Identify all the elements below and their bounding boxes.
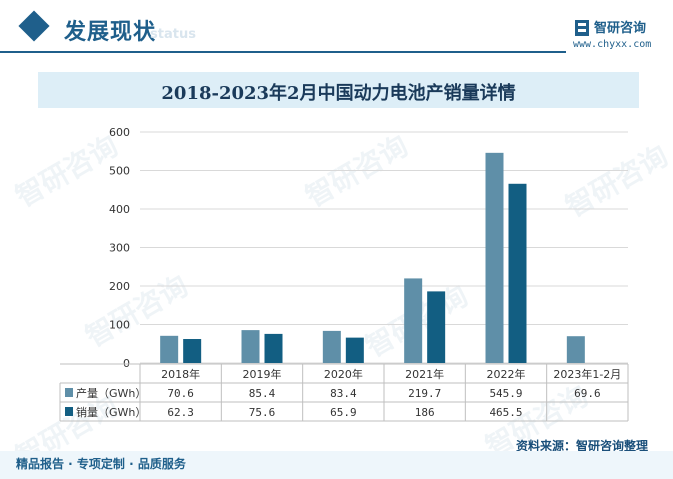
y-tick-label: 200 xyxy=(109,280,130,293)
bar-sales xyxy=(508,183,527,363)
bar-sales xyxy=(183,339,202,363)
data-label: 83.4 xyxy=(330,387,357,400)
x-tick-label: 2018年 xyxy=(161,367,200,381)
bar-production xyxy=(241,330,260,363)
bar-sales xyxy=(345,337,364,363)
logo-icon xyxy=(575,20,589,36)
data-label: 545.9 xyxy=(489,387,522,400)
logo-url: www.chyxx.com xyxy=(573,39,652,50)
x-tick-label: 2023年1-2月 xyxy=(553,367,621,381)
x-tick-label: 2021年 xyxy=(405,367,444,381)
chart-title-band xyxy=(38,72,639,108)
bar-production xyxy=(404,278,423,363)
data-label: 62.3 xyxy=(167,406,194,419)
data-label: 219.7 xyxy=(408,387,441,400)
bar-sales xyxy=(264,333,283,363)
data-label: 465.5 xyxy=(489,406,522,419)
bar-production xyxy=(322,330,341,363)
bar-production xyxy=(566,336,585,363)
y-tick-label: 400 xyxy=(109,203,130,216)
bar-production xyxy=(485,152,504,363)
logo-name: 智研咨询 xyxy=(594,21,647,36)
footer-slogan: 精品报告 · 专项定制 · 品质服务 xyxy=(16,457,186,471)
source-note: 资料来源：智研咨询整理 xyxy=(516,439,649,453)
chart-title: 2018-2023年2月中国动力电池产销量详情 xyxy=(161,83,516,104)
section-title: 发展现状 xyxy=(64,19,157,45)
footer-bar xyxy=(0,451,673,479)
data-label: 186 xyxy=(415,406,435,419)
bar-sales xyxy=(427,291,446,363)
data-label: 70.6 xyxy=(167,387,194,400)
x-tick-label: 2020年 xyxy=(324,367,363,381)
legend-label: 产量（GWh） xyxy=(76,386,146,400)
y-tick-label: 300 xyxy=(109,242,130,255)
y-tick-label: 100 xyxy=(109,319,130,332)
data-label: 85.4 xyxy=(249,387,276,400)
header-divider xyxy=(0,51,566,53)
data-label: 75.6 xyxy=(249,406,276,419)
y-tick-label: 600 xyxy=(109,126,130,139)
y-tick-label: 500 xyxy=(109,165,130,178)
data-label: 69.6 xyxy=(574,387,601,400)
legend-swatch xyxy=(65,407,73,416)
legend-label: 销量（GWh） xyxy=(76,405,146,419)
legend-swatch xyxy=(65,388,73,397)
bar-production xyxy=(160,335,179,363)
x-tick-label: 2022年 xyxy=(487,367,526,381)
x-tick-label: 2019年 xyxy=(243,367,282,381)
data-label: 65.9 xyxy=(330,406,357,419)
section-ghost-text: status xyxy=(150,27,196,42)
